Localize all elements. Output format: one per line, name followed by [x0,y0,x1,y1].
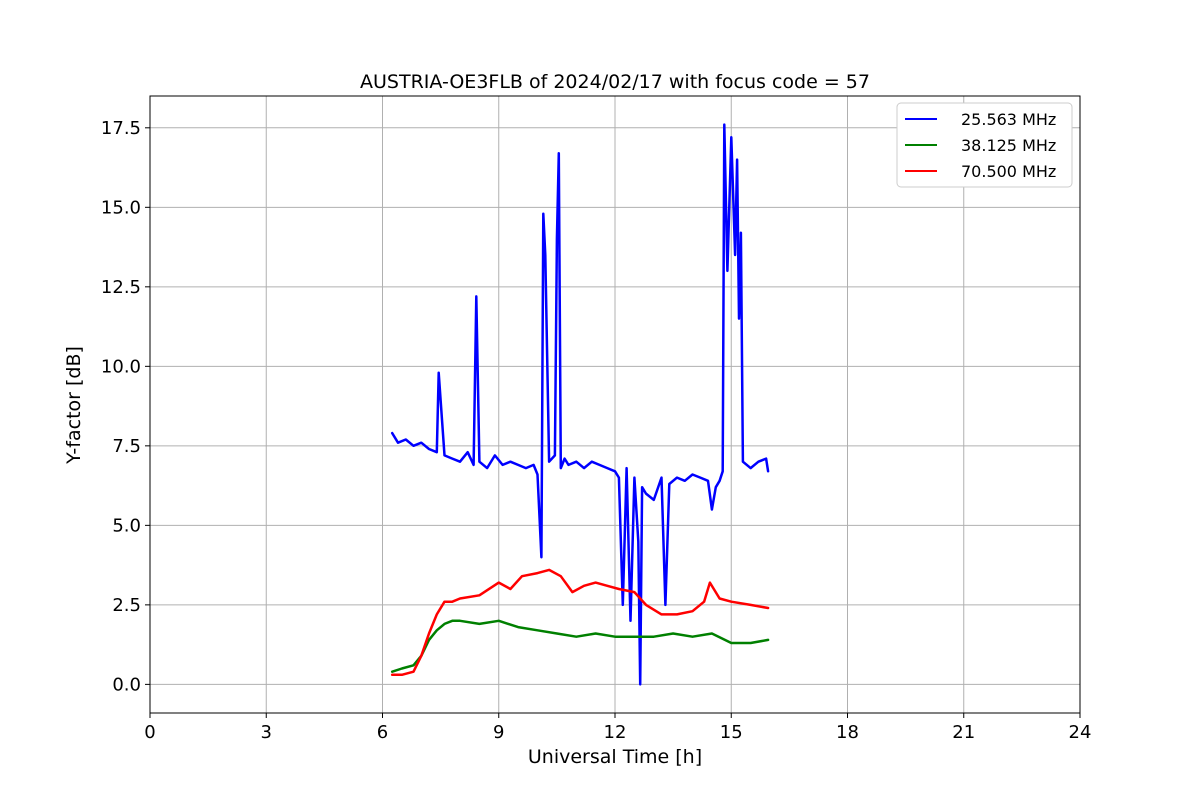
chart-title: AUSTRIA-OE3FLB of 2024/02/17 with focus … [360,71,870,93]
x-tick-label: 3 [261,722,272,743]
x-tick-label: 12 [604,722,627,743]
x-axis-ticks: 0 3 6 9 12 15 18 21 24 [144,713,1091,743]
y-tick-label: 10.0 [101,356,141,377]
series-line-0 [390,123,770,686]
series-line-2 [390,568,770,677]
x-tick-label: 15 [720,722,743,743]
y-axis-ticks: 0.0 2.5 5.0 7.5 10.0 12.5 15.0 17.5 [101,118,150,695]
y-tick-label: 15.0 [101,197,141,218]
y-tick-label: 2.5 [112,595,141,616]
x-tick-label: 18 [836,722,859,743]
legend-entry-2: 70.500 MHz [961,162,1056,181]
x-tick-label: 21 [952,722,975,743]
y-axis-label: Y-factor [dB] [63,346,85,465]
plot-series [390,123,770,686]
legend-box [896,102,1073,188]
x-axis-label: Universal Time [h] [528,746,702,768]
y-tick-label: 5.0 [112,515,141,536]
series-line-1 [390,619,770,673]
x-tick-label: 24 [1069,722,1092,743]
x-tick-label: 6 [377,722,388,743]
x-tick-label: 0 [144,722,155,743]
legend-entry-0: 25.563 MHz [961,110,1056,129]
y-tick-label: 17.5 [101,118,141,139]
legend-entry-1: 38.125 MHz [961,136,1056,155]
legend: 25.563 MHz 38.125 MHz 70.500 MHz [896,102,1073,188]
y-tick-label: 0.0 [112,674,141,695]
x-tick-label: 9 [493,722,504,743]
y-tick-label: 12.5 [101,277,141,298]
y-tick-label: 7.5 [112,436,141,457]
